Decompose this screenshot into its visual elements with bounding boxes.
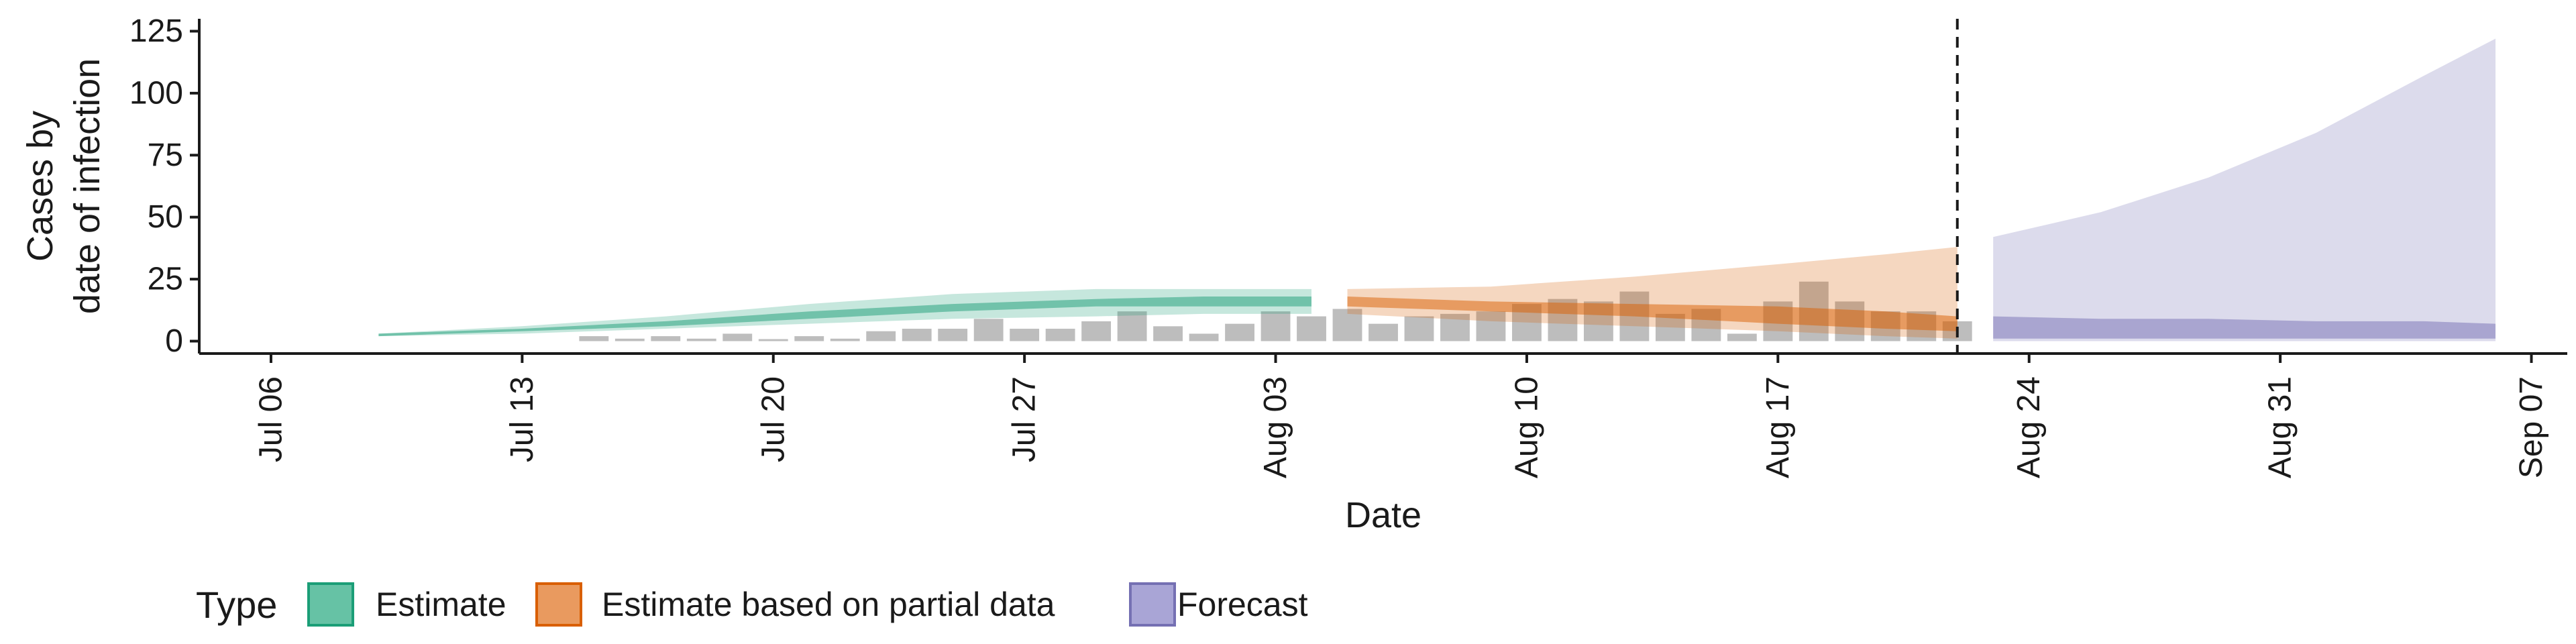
reported-case-bar xyxy=(686,338,716,341)
legend-label-forecast: Forecast xyxy=(1177,586,1308,623)
reported-case-bar xyxy=(614,338,645,341)
reported-case-bar xyxy=(1404,316,1434,341)
y-tick-label: 25 xyxy=(148,262,183,297)
y-tick-label: 125 xyxy=(129,13,183,49)
reported-case-bar xyxy=(1010,329,1040,341)
estimate-inner-band xyxy=(378,297,1311,337)
y-axis-title-line-1: Cases by xyxy=(20,111,60,262)
reported-case-bar xyxy=(902,329,932,341)
legend-key-forecast xyxy=(1129,582,1176,627)
legend-key-estimate xyxy=(307,582,354,627)
reported-case-bar xyxy=(1189,333,1219,341)
reported-case-bar xyxy=(1297,316,1326,341)
reported-case-bar xyxy=(1045,329,1075,341)
reported-case-bar xyxy=(973,319,1004,341)
legend-label-estimate: Estimate xyxy=(376,586,506,623)
y-tick-label: 50 xyxy=(148,199,183,235)
legend: Type Estimate Estimate based on partial … xyxy=(196,582,1308,627)
reported-case-bar xyxy=(1368,323,1398,341)
reported-case-bar xyxy=(1476,311,1506,341)
y-tick-label: 0 xyxy=(165,323,183,359)
forecast-inner-band xyxy=(1993,316,2496,339)
x-tick-label: Jul 27 xyxy=(1007,376,1042,462)
x-axis-title: Date xyxy=(1345,495,1421,535)
legend-key-partial-estimate xyxy=(535,582,582,627)
x-tick-label: Aug 17 xyxy=(1760,376,1796,478)
reported-case-bar xyxy=(794,336,824,341)
reported-case-bar xyxy=(579,336,609,341)
x-tick-label: Aug 10 xyxy=(1509,376,1544,478)
reported-case-bar xyxy=(758,339,788,341)
legend-label-partial-estimate: Estimate based on partial data xyxy=(602,586,1055,623)
reported-case-bar xyxy=(830,338,860,341)
y-tick-label: 100 xyxy=(129,75,183,111)
partial-estimate-inner-band xyxy=(1347,297,1957,331)
reported-case-bar xyxy=(722,333,753,341)
x-tick-label: Jul 13 xyxy=(504,376,540,462)
x-tick-label: Jul 06 xyxy=(253,376,288,462)
x-tick-label: Sep 07 xyxy=(2514,376,2549,478)
reported-case-bar xyxy=(1117,311,1147,341)
estimate-bands xyxy=(378,38,2496,341)
reported-case-bar xyxy=(1153,326,1183,341)
reported-case-bar xyxy=(1081,321,1112,341)
x-tick-label: Jul 20 xyxy=(755,376,791,462)
axes: Jul 06 Jul 13 Jul 20 Jul 27 Aug 03 Aug 10 Aug … xyxy=(129,13,2567,478)
axis-labels: Date Cases by date of infection xyxy=(20,58,1421,535)
legend-title: Type xyxy=(196,584,277,626)
reported-case-bar xyxy=(1727,333,1757,341)
reported-case-bar xyxy=(866,331,896,341)
x-tick-label: Aug 24 xyxy=(2011,376,2047,478)
reported-case-bar xyxy=(1332,309,1362,341)
reported-case-bar xyxy=(1440,313,1470,341)
forecast-outer-band xyxy=(1993,38,2496,341)
y-axis-title-line-2: date of infection xyxy=(67,58,107,314)
reported-case-bar xyxy=(651,336,681,341)
x-tick-label: Aug 31 xyxy=(2263,376,2298,478)
x-tick-label: Aug 03 xyxy=(1258,376,1293,478)
reported-case-bar xyxy=(1225,323,1254,341)
y-tick-label: 75 xyxy=(148,138,183,173)
reported-case-bar xyxy=(1260,311,1291,341)
reported-case-bar xyxy=(938,329,968,341)
